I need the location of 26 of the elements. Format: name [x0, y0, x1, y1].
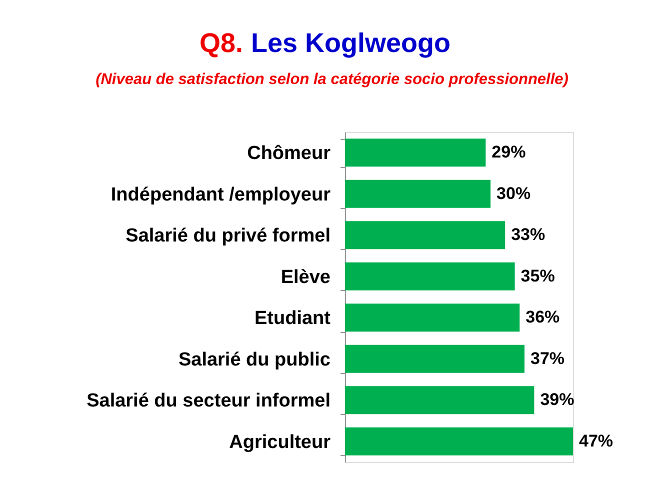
y-tick-label: Salarié du public	[178, 349, 331, 370]
data-label: 36%	[526, 308, 560, 327]
data-label: 33%	[511, 225, 546, 244]
bar	[345, 262, 515, 290]
bar	[345, 304, 520, 332]
bar	[345, 180, 491, 208]
data-label: 37%	[530, 348, 565, 368]
bar	[345, 221, 506, 250]
bar	[345, 386, 534, 414]
bar	[345, 344, 524, 373]
y-tick-label: Chômeur	[247, 143, 332, 164]
data-label: 30%	[496, 184, 531, 203]
data-label: 39%	[540, 390, 574, 410]
data-label: 47%	[579, 431, 614, 450]
chart-title: Q8. Les Koglweogo	[199, 28, 451, 58]
y-tick-label: Etudiant	[254, 308, 332, 330]
data-label: 29%	[492, 142, 526, 162]
y-tick-label: Agriculteur	[229, 432, 332, 453]
y-tick-label: Elève	[280, 266, 330, 288]
chart-subtitle: (Niveau de satisfaction selon la catégorie socio professionnelle)	[96, 71, 568, 88]
y-tick-label: Indépendant /employeur	[110, 184, 332, 206]
bar	[345, 138, 486, 167]
bar	[345, 427, 573, 456]
y-tick-label: Salarié du secteur informel	[86, 390, 330, 412]
data-label: 35%	[520, 266, 555, 286]
y-tick-label: Salarié du privé formel	[126, 226, 330, 247]
